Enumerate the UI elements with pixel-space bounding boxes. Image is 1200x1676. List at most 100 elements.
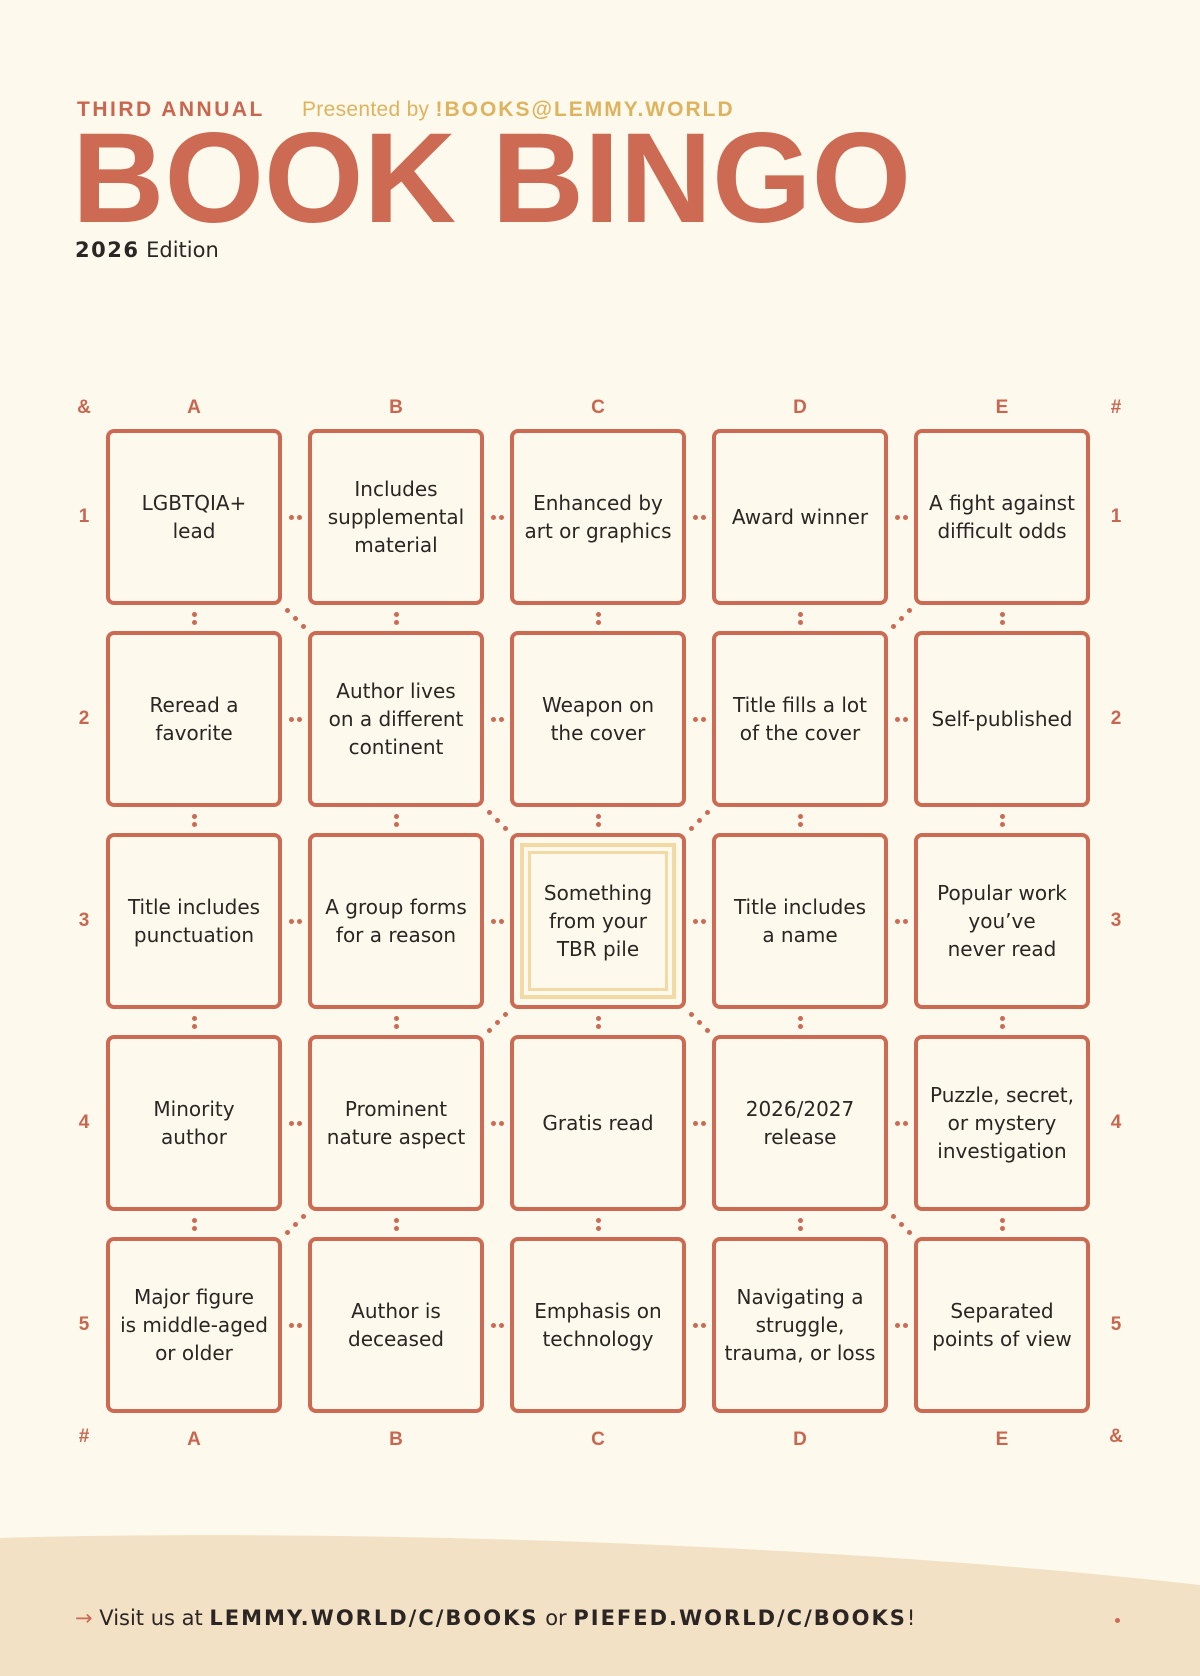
connector-dot [288, 1120, 294, 1126]
bingo-cell-d3[interactable]: Title includes a name [712, 833, 888, 1009]
bingo-cell-a4[interactable]: Minority author [106, 1035, 282, 1211]
bingo-cell-text: Author lives on a different continent [329, 677, 464, 761]
connector-dot [502, 825, 508, 831]
bingo-cell-line: release [763, 1125, 837, 1149]
bingo-cell-b3[interactable]: A group forms for a reason [308, 833, 484, 1009]
bingo-cell-c2[interactable]: Weapon on the cover [510, 631, 686, 807]
connector-dot [494, 1019, 500, 1025]
bingo-cell-line: lead [172, 519, 216, 543]
connector-dot [692, 716, 698, 722]
connector-dot [797, 611, 803, 617]
row-label-3: 3 [78, 910, 90, 931]
bingo-cell-text: A group forms for a reason [325, 893, 467, 949]
connector-dot [894, 918, 900, 924]
connector-dot [393, 813, 399, 819]
bingo-cell-line: Minority author [153, 1097, 235, 1149]
header-kicker: THIRD ANNUAL [77, 98, 265, 121]
corner-label-top-left: & [77, 397, 91, 418]
connector-dot [393, 1015, 399, 1021]
connector-dot [898, 615, 904, 621]
bingo-cell-e5[interactable]: Separated points of view [914, 1237, 1090, 1413]
bingo-cell-line: is middle-aged [120, 1313, 268, 1337]
connector-dot [296, 1322, 302, 1328]
footer-prefix: Visit us at [92, 1606, 210, 1630]
bingo-cell-a1[interactable]: LGBTQIA+ lead [106, 429, 282, 605]
connector-dot [494, 817, 500, 823]
bingo-cell-d4[interactable]: 2026/2027 release [712, 1035, 888, 1211]
bingo-cell-text: Emphasis on technology [534, 1297, 661, 1353]
piefed-link[interactable]: PIEFED.WORLD/C/BOOKS [573, 1606, 907, 1630]
bingo-cell-text: Puzzle, secret, or mystery investigation [930, 1081, 1074, 1165]
community-name[interactable]: !BOOKS@LEMMY.WORLD [435, 98, 735, 121]
bingo-cell-text: 2026/2027 release [746, 1095, 855, 1151]
column-label-e: E [995, 397, 1009, 418]
column-label-bottom-d: D [793, 1429, 807, 1450]
bingo-cell-line: Something [543, 881, 653, 905]
column-label-bottom-e: E [995, 1429, 1009, 1450]
bingo-cell-text: Author is deceased [348, 1297, 444, 1353]
bingo-cell-text: Gratis read [542, 1109, 653, 1137]
bingo-cell-text: Self-published [932, 705, 1073, 733]
bingo-cell-text: Something from your TBR pile [544, 879, 652, 963]
column-label-b: B [389, 397, 403, 418]
connector-dot [692, 1120, 698, 1126]
connector-dot [595, 619, 601, 625]
lemmy-link[interactable]: LEMMY.WORLD/C/BOOKS [209, 1606, 539, 1630]
bingo-cell-e3[interactable]: Popular work you’ve never read [914, 833, 1090, 1009]
bingo-cell-a2[interactable]: Reread a favorite [106, 631, 282, 807]
connector-dot [486, 809, 492, 815]
connector-dot [490, 1322, 496, 1328]
connector-dot [595, 1217, 601, 1223]
connector-dot [999, 813, 1005, 819]
bingo-cell-line: TBR pile [556, 937, 640, 961]
bingo-cell-e1[interactable]: A fight against difficult odds [914, 429, 1090, 605]
connector-dot [700, 1120, 706, 1126]
bingo-cell-line: Emphasis on [534, 1299, 662, 1323]
connector-dot [300, 1213, 306, 1219]
connector-dot [393, 821, 399, 827]
bingo-cell-c4[interactable]: Gratis read [510, 1035, 686, 1211]
bingo-cell-e2[interactable]: Self-published [914, 631, 1090, 807]
bingo-cell-d2[interactable]: Title fills a lot of the cover [712, 631, 888, 807]
bingo-cell-line: material [354, 533, 438, 557]
connector-dot [191, 1217, 197, 1223]
connector-dot [890, 1213, 896, 1219]
connector-dot [797, 821, 803, 827]
bingo-cell-line: Title includes [127, 895, 261, 919]
bingo-cell-b2[interactable]: Author lives on a different continent [308, 631, 484, 807]
bingo-cell-c3[interactable]: Something from your TBR pile [510, 833, 686, 1009]
footer-middle: or [538, 1606, 574, 1630]
bingo-cell-b5[interactable]: Author is deceased [308, 1237, 484, 1413]
bingo-cell-d1[interactable]: Award winner [712, 429, 888, 605]
footer-band [0, 1535, 1200, 1676]
corner-label-top-right: # [1110, 397, 1122, 418]
presented-by: Presented by !BOOKS@LEMMY.WORLD [302, 98, 735, 122]
connector-dot [191, 1225, 197, 1231]
connector-dot [894, 716, 900, 722]
connector-dot [393, 619, 399, 625]
connector-dot [700, 716, 706, 722]
bingo-cell-d5[interactable]: Navigating a struggle, trauma, or loss [712, 1237, 888, 1413]
bingo-cell-text: Includes supplemental material [328, 475, 464, 559]
bingo-cell-a3[interactable]: Title includes punctuation [106, 833, 282, 1009]
connector-dot [797, 813, 803, 819]
connector-dot [595, 1015, 601, 1021]
bingo-cell-line: Title includes [733, 895, 867, 919]
connector-dot [906, 1229, 912, 1235]
connector-dot [704, 1027, 710, 1033]
edition-suffix: Edition [139, 238, 219, 262]
bingo-cell-c1[interactable]: Enhanced by art or graphics [510, 429, 686, 605]
bingo-cell-b1[interactable]: Includes supplemental material [308, 429, 484, 605]
bingo-cell-line: Self-published [931, 707, 1073, 731]
connector-dot [999, 1225, 1005, 1231]
connector-dot [191, 821, 197, 827]
connector-dot [797, 1217, 803, 1223]
bingo-cell-text: Title fills a lot of the cover [733, 691, 867, 747]
bingo-cell-b4[interactable]: Prominent nature aspect [308, 1035, 484, 1211]
bingo-cell-c5[interactable]: Emphasis on technology [510, 1237, 686, 1413]
bingo-cell-e4[interactable]: Puzzle, secret, or mystery investigation [914, 1035, 1090, 1211]
bingo-cell-line: struggle, [755, 1313, 845, 1337]
connector-dot [296, 514, 302, 520]
bingo-cell-a5[interactable]: Major figure is middle-aged or older [106, 1237, 282, 1413]
column-label-bottom-b: B [389, 1429, 403, 1450]
